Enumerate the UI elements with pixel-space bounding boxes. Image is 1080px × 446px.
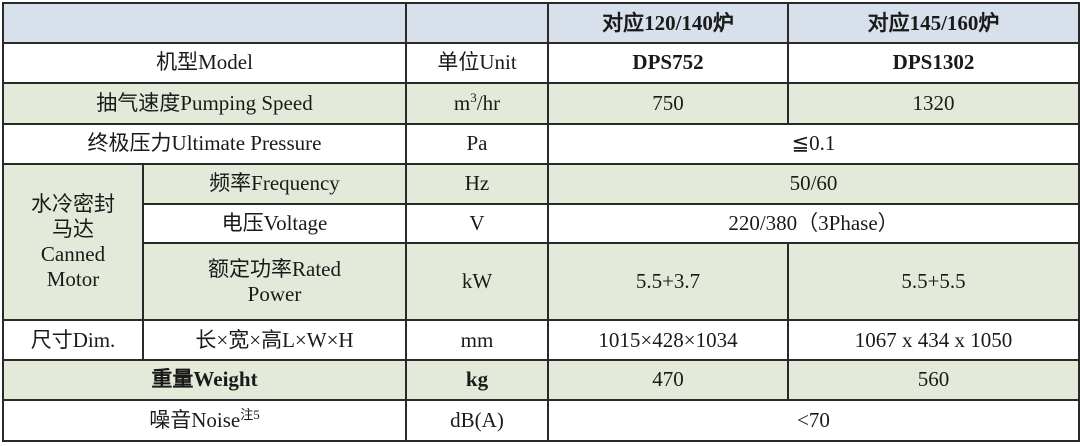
model-row-unit: 单位Unit xyxy=(405,41,549,84)
group-label-line4: Motor xyxy=(46,266,100,291)
group-label-line1: 水冷密封 xyxy=(31,192,115,217)
table-row: 机型Model 单位Unit DPS752 DPS1302 xyxy=(2,41,1080,84)
noise-unit: dB(A) xyxy=(405,398,549,443)
model-row-label: 机型Model xyxy=(2,41,407,84)
weight-value-col1: 470 xyxy=(547,358,789,401)
model-row-value-col2: DPS1302 xyxy=(787,41,1080,84)
header-col2-label: 对应145/160炉 xyxy=(787,2,1080,44)
rated-power-value-col2: 5.5+5.5 xyxy=(787,242,1080,322)
noise-label-base: 噪音Noise xyxy=(149,408,241,433)
pumping-speed-unit: m3/hr xyxy=(405,81,549,125)
group-label-line2: 马达 xyxy=(52,217,94,242)
table-row: 额定功率Rated Power kW 5.5+3.7 5.5+5.5 xyxy=(3,242,1080,322)
dimension-group-label: 尺寸Dim. xyxy=(2,319,144,361)
table-row: 终极压力Ultimate Pressure Pa ≦0.1 xyxy=(2,122,1080,165)
noise-label-footnote: 注5 xyxy=(240,407,260,423)
header-col1-label: 对应120/140炉 xyxy=(547,2,789,44)
rated-power-label-line2: Power xyxy=(247,281,302,306)
table-row: 噪音Noise注5 dB(A) <70 xyxy=(2,398,1080,443)
rated-power-label-line1: 额定功率Rated xyxy=(208,256,341,281)
voltage-label: 电压Voltage xyxy=(142,202,407,245)
header-blank-label-cell xyxy=(2,2,407,44)
ultimate-pressure-unit: Pa xyxy=(405,122,549,165)
table-row: 电压Voltage V 220/380（3Phase） xyxy=(3,202,1080,245)
header-blank-unit-cell xyxy=(405,2,549,44)
noise-value-merged: <70 xyxy=(547,398,1080,443)
pumping-speed-value-col1: 750 xyxy=(547,81,789,125)
dimension-label: 长×宽×高L×W×H xyxy=(142,319,407,361)
frequency-unit: Hz xyxy=(405,162,549,205)
pumping-speed-value-col2: 1320 xyxy=(787,81,1080,125)
dimension-value-col2: 1067 x 434 x 1050 xyxy=(787,319,1080,361)
weight-value-col2: 560 xyxy=(787,358,1080,401)
rated-power-unit: kW xyxy=(405,242,549,322)
group-label-line3: Canned xyxy=(40,241,106,266)
pumping-speed-label: 抽气速度Pumping Speed xyxy=(2,81,407,125)
rated-power-label: 额定功率Rated Power xyxy=(142,242,407,322)
noise-label: 噪音Noise注5 xyxy=(2,398,407,443)
table-row: 重量Weight kg 470 560 xyxy=(2,358,1080,401)
frequency-value-merged: 50/60 xyxy=(547,162,1080,205)
voltage-unit: V xyxy=(405,202,549,245)
dimension-unit: mm xyxy=(405,319,549,361)
table-row: 水冷密封 马达 Canned Motor 频率Frequency Hz 50/6… xyxy=(2,162,1080,322)
rated-power-value-col1: 5.5+3.7 xyxy=(547,242,789,322)
weight-unit: kg xyxy=(405,358,549,401)
canned-motor-group-label: 水冷密封 马达 Canned Motor xyxy=(2,162,144,322)
table-row: 抽气速度Pumping Speed m3/hr 750 1320 xyxy=(2,81,1080,125)
voltage-value-merged: 220/380（3Phase） xyxy=(547,202,1080,245)
model-row-value-col1: DPS752 xyxy=(547,41,789,84)
unit-exponent: 3 xyxy=(470,90,477,106)
unit-base: m xyxy=(453,91,471,116)
table-header-row: 对应120/140炉 对应145/160炉 xyxy=(2,2,1080,44)
table-row: 尺寸Dim. 长×宽×高L×W×H mm 1015×428×1034 1067 … xyxy=(2,319,1080,361)
ultimate-pressure-value-merged: ≦0.1 xyxy=(547,122,1080,165)
weight-label: 重量Weight xyxy=(2,358,407,401)
unit-tail: /hr xyxy=(476,91,501,116)
dimension-value-col1: 1015×428×1034 xyxy=(547,319,789,361)
frequency-label: 频率Frequency xyxy=(142,162,407,205)
ultimate-pressure-label: 终极压力Ultimate Pressure xyxy=(2,122,407,165)
